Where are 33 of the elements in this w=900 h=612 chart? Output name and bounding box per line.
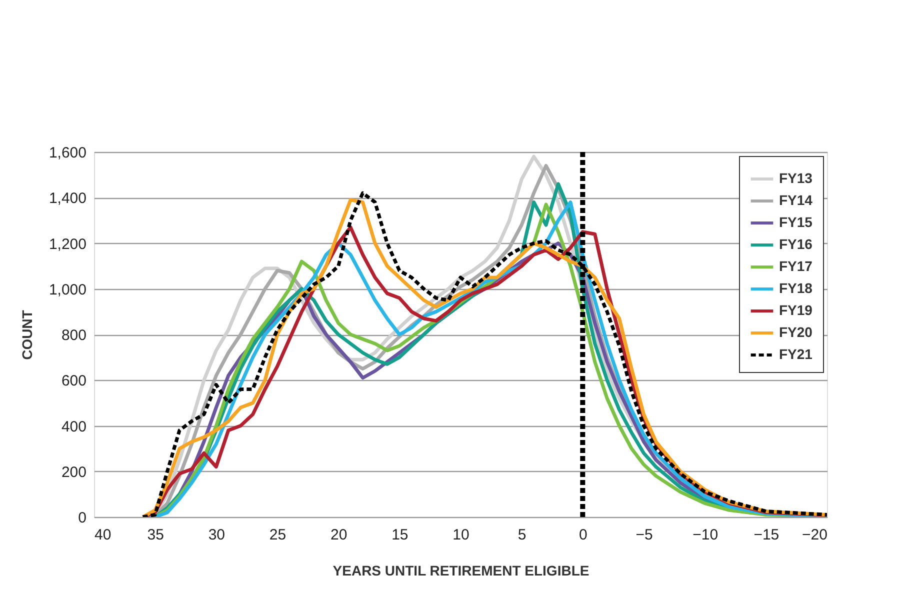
x-tick-label: 40 <box>94 526 112 544</box>
y-tick-label: 0 <box>78 510 86 526</box>
x-tick-label: 35 <box>147 526 164 544</box>
legend-label: FY13 <box>779 170 813 186</box>
y-tick-label: 1,600 <box>48 144 86 162</box>
x-tick-label: 30 <box>208 526 226 544</box>
x-tick-label: 10 <box>452 526 470 544</box>
x-tick-label: −20 <box>802 526 828 544</box>
y-tick-label: 400 <box>61 418 86 436</box>
legend-label: FY20 <box>779 324 813 340</box>
y-axis-title: COUNT <box>18 310 35 360</box>
y-tick-label: 1,200 <box>48 236 86 253</box>
legend-label: FY17 <box>779 258 813 274</box>
x-tick-label: 15 <box>392 526 408 544</box>
y-tick-label: 1,000 <box>48 281 86 298</box>
legend-label: FY15 <box>779 214 813 230</box>
legend-label: FY21 <box>779 346 813 362</box>
x-tick-label: −15 <box>754 526 780 544</box>
x-tick-label: 20 <box>330 526 348 544</box>
x-tick-label: −10 <box>692 526 718 544</box>
legend-label: FY16 <box>779 236 813 252</box>
y-tick-label: 800 <box>61 327 86 344</box>
x-axis-title: YEARS UNTIL RETIREMENT ELIGIBLE <box>332 562 590 578</box>
x-tick-label: 5 <box>518 526 526 544</box>
legend-label: FY14 <box>779 192 813 208</box>
y-tick-label: 600 <box>61 372 86 390</box>
legend-label: FY18 <box>779 280 813 296</box>
x-tick-label: −5 <box>636 526 653 544</box>
legend-label: FY19 <box>779 302 813 318</box>
x-tick-label: 25 <box>269 526 286 544</box>
y-tick-label: 1,400 <box>48 190 86 208</box>
y-tick-label: 200 <box>61 464 86 481</box>
x-tick-label: 0 <box>578 526 588 544</box>
